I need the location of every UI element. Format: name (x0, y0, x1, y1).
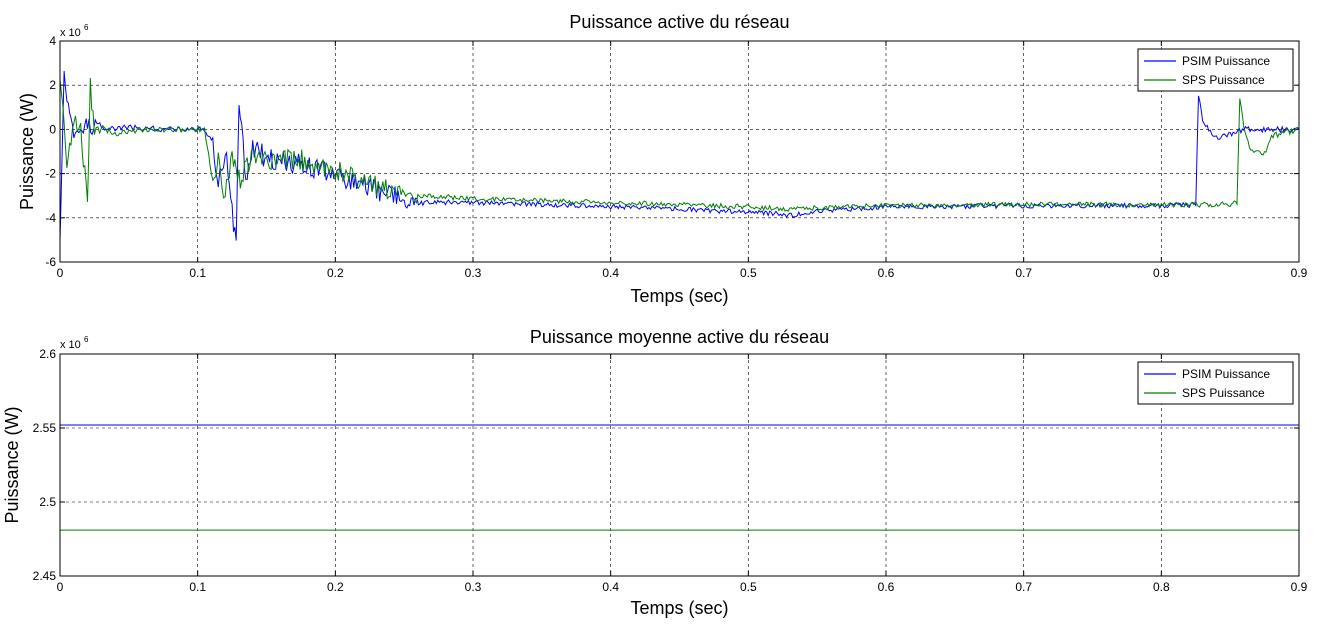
x-tick-label: 0.6 (878, 266, 895, 280)
y-tick-label: -6 (45, 255, 56, 269)
x-tick-label: 0.9 (1291, 580, 1308, 594)
y-axis-label: Puissance (W) (2, 406, 22, 523)
legend-entry: PSIM Puissance (1182, 54, 1270, 68)
x-tick-label: 0.4 (602, 266, 619, 280)
x-tick-label: 0.5 (740, 266, 757, 280)
legend: PSIM Puissance SPS Puissance (1137, 361, 1294, 405)
axes-box (59, 353, 1300, 577)
y-exponent-label: x 10 (60, 339, 81, 351)
chart-title: Puissance moyenne active du réseau (530, 327, 829, 347)
x-tick-label: 0.5 (740, 580, 757, 594)
x-tick-label: 0 (57, 266, 64, 280)
y-exponent-power: 6 (84, 335, 89, 344)
x-tick-label: 0.1 (189, 580, 206, 594)
y-tick-label: 2.6 (39, 347, 56, 361)
x-tick-label: 0.8 (1153, 580, 1170, 594)
legend-box (1137, 361, 1294, 405)
x-tick-label: 0.3 (465, 266, 482, 280)
y-tick-label: 2 (49, 78, 56, 92)
legend: PSIM Puissance SPS Puissance (1137, 48, 1294, 92)
y-axis-label: Puissance (W) (17, 93, 37, 210)
x-tick-label: 0.2 (327, 266, 344, 280)
x-axis-label: Temps (sec) (630, 286, 728, 306)
axes-box (59, 40, 1300, 263)
x-tick-label: 0.7 (1015, 580, 1032, 594)
legend-entry: SPS Puissance (1182, 386, 1265, 400)
y-tick-label: 2.45 (33, 569, 57, 583)
legend-entry: PSIM Puissance (1182, 367, 1270, 381)
legend-entry: SPS Puissance (1182, 73, 1265, 87)
y-tick-label: -4 (45, 211, 56, 225)
y-exponent-power: 6 (84, 23, 89, 32)
x-tick-label: 0 (57, 580, 64, 594)
legend-box (1137, 48, 1294, 92)
x-tick-label: 0.9 (1291, 266, 1308, 280)
x-tick-label: 0.4 (602, 580, 619, 594)
series-line-sps (59, 77, 1300, 212)
x-axis-label: Temps (sec) (630, 598, 728, 618)
x-tick-label: 0.7 (1015, 266, 1032, 280)
y-exponent-label: x 10 (60, 27, 81, 39)
y-tick-label: 0 (49, 122, 56, 136)
y-tick-label: -2 (45, 167, 56, 181)
x-tick-label: 0.3 (465, 580, 482, 594)
chart-panel-1: 0 0.1 0.2 0.3 0.4 0.5 0.6 0.7 0.8 0.9 -6 -4 -2 0 2 4 Pui… (17, 12, 1308, 306)
x-tick-label: 0.6 (878, 580, 895, 594)
plot-area (60, 41, 1299, 262)
chart-title: Puissance active du réseau (569, 12, 789, 32)
x-tick-label: 0.8 (1153, 266, 1170, 280)
plot-area (60, 354, 1299, 576)
x-tick-label: 0.1 (189, 266, 206, 280)
y-tick-label: 2.55 (33, 421, 57, 435)
y-tick-label: 2.5 (39, 495, 56, 509)
x-tick-label: 0.2 (327, 580, 344, 594)
y-tick-label: 4 (49, 34, 56, 48)
chart-panel-2: 0 0.1 0.2 0.3 0.4 0.5 0.6 0.7 0.8 0.9 2.45 2.5 2.55 2… (2, 327, 1308, 618)
